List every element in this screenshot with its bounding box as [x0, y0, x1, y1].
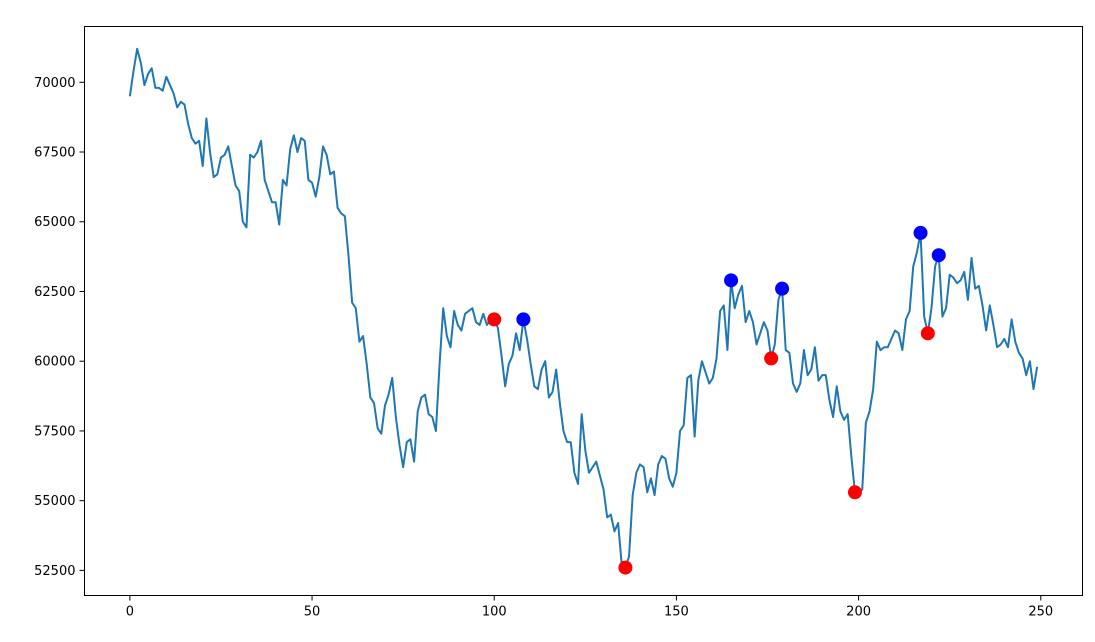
x-tick-label: 200	[846, 605, 871, 620]
x-axis: 0 50 100 150 200 250	[126, 595, 1053, 620]
x-tick-label: 150	[664, 605, 689, 620]
y-tick-label: 55000	[34, 494, 75, 509]
red-marker-4	[920, 326, 935, 341]
y-tick-label: 67500	[34, 146, 75, 161]
plot-frame	[84, 26, 1083, 596]
blue-marker-4	[931, 248, 946, 263]
y-tick-label: 65000	[34, 215, 75, 230]
x-tick-label: 100	[482, 605, 507, 620]
red-marker-2	[764, 351, 779, 366]
y-tick-label: 52500	[34, 564, 75, 579]
red-marker-1	[618, 560, 633, 575]
y-tick-label: 62500	[34, 285, 75, 300]
blue-marker-0	[516, 312, 531, 327]
y-tick-label: 60000	[34, 355, 75, 370]
x-tick-label: 50	[304, 605, 321, 620]
y-tick-label: 57500	[34, 424, 75, 439]
blue-marker-3	[913, 225, 928, 240]
series-line-0	[128, 47, 1039, 569]
red-marker-0	[487, 312, 502, 327]
y-axis: 52500 55000 57500 60000 62500 65000 67500 70000	[34, 76, 85, 579]
blue-marker-1	[724, 273, 739, 288]
plot-area	[128, 47, 1039, 575]
x-tick-label: 250	[1028, 605, 1053, 620]
red-marker-3	[847, 485, 862, 500]
y-tick-label: 70000	[34, 76, 75, 91]
x-tick-label: 0	[126, 605, 134, 620]
blue-marker-2	[775, 281, 790, 296]
